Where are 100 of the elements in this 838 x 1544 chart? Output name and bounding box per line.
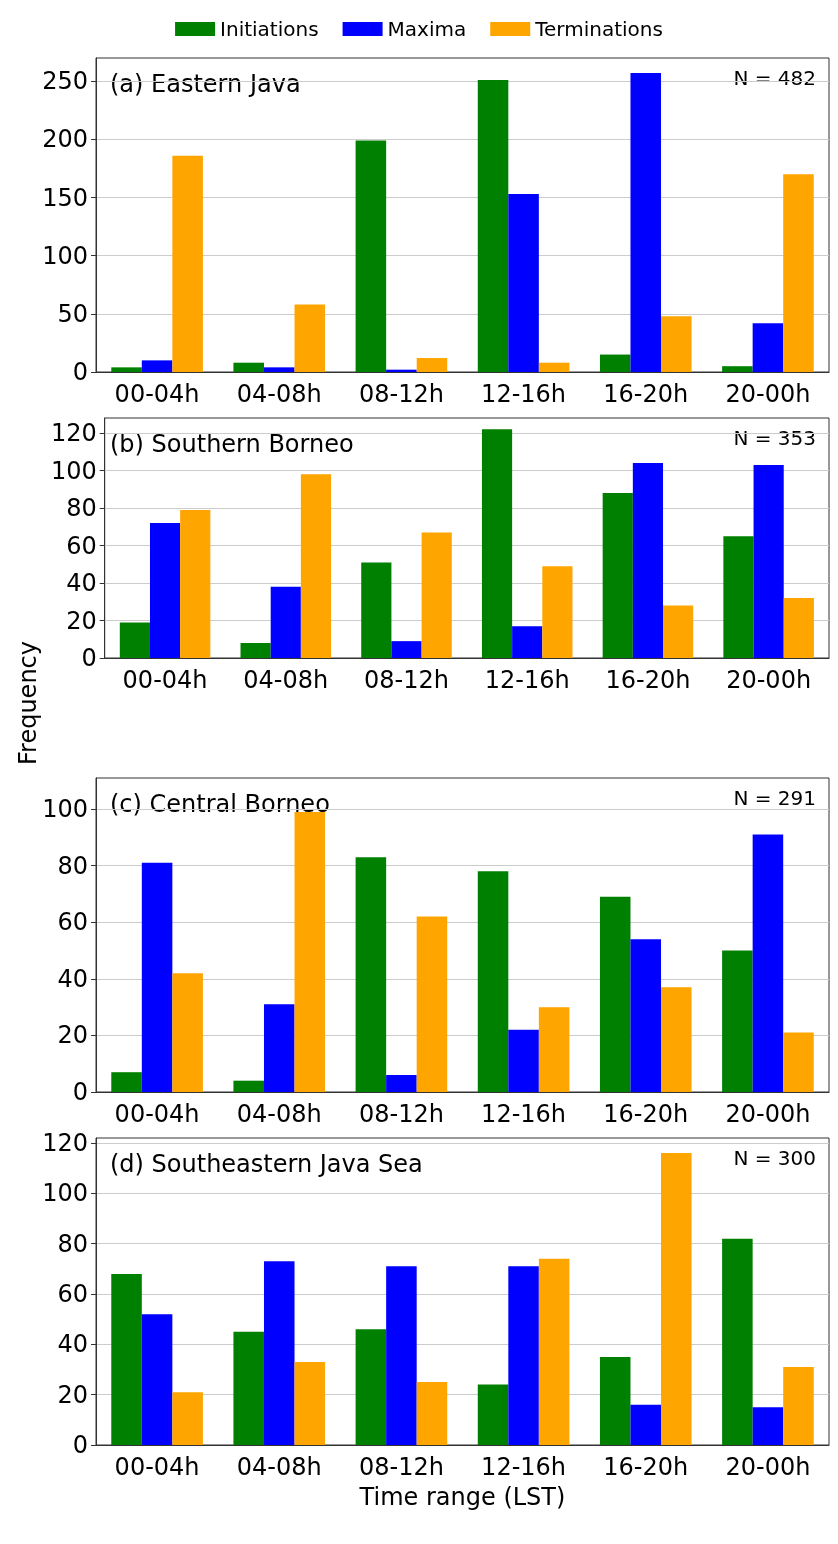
x-tick-label: 00-04h [114, 1453, 200, 1481]
bar [508, 194, 539, 372]
y-tick-label: 100 [50, 456, 97, 485]
bar [599, 354, 631, 372]
bar [477, 80, 509, 372]
bar [542, 566, 573, 659]
y-tick-label: 0 [72, 1078, 88, 1106]
y-tick-label: 150 [42, 183, 88, 212]
y-tick-label: 120 [50, 419, 97, 447]
y-tick-label: 0 [72, 358, 88, 386]
y-axis-title: Frequency [14, 641, 42, 765]
text: (b) Southern Borneo [110, 430, 354, 458]
bar [538, 1258, 570, 1445]
bar [416, 1382, 448, 1445]
legend-label: Initiations [220, 17, 319, 41]
bar [602, 493, 633, 659]
x-tick-label: 20-00h [725, 380, 811, 408]
bar [722, 950, 753, 1092]
y-tick-label: 120 [42, 1129, 88, 1158]
x-tick-label: 04-08h [236, 1100, 322, 1128]
x-tick-label: 04-08h [236, 1453, 322, 1481]
y-tick-label: 100 [42, 241, 88, 270]
bar [783, 1366, 814, 1445]
bar [119, 622, 150, 659]
y-tick-label: 0 [72, 1431, 88, 1459]
x-tick-label: 12-16h [481, 1453, 567, 1481]
x-tick-label: 20-00h [725, 1453, 811, 1481]
y-tick-label: 60 [57, 1280, 88, 1309]
x-tick-label: 16-20h [603, 380, 689, 408]
bar [783, 1032, 814, 1092]
bar [294, 304, 326, 372]
bar [416, 916, 448, 1092]
bar [180, 509, 211, 659]
bar [630, 1404, 662, 1445]
bar [722, 366, 753, 372]
bar [294, 1361, 326, 1445]
y-tick-label: 60 [57, 908, 88, 937]
bar [630, 939, 662, 1092]
bar [599, 1356, 631, 1445]
bar [263, 367, 295, 372]
bar [391, 641, 422, 659]
bar [416, 358, 448, 372]
x-tick-label: 00-04h [114, 1100, 200, 1128]
y-tick-label: 100 [42, 795, 88, 824]
bar [141, 1314, 173, 1445]
x-tick-label: 12-16h [481, 1100, 567, 1128]
bar [386, 1075, 417, 1092]
bar [723, 536, 754, 659]
bar [355, 1329, 387, 1445]
bar [663, 605, 694, 659]
bar [508, 1029, 539, 1092]
bar [233, 1331, 264, 1445]
text: (d) Southeastern Java Sea [110, 1150, 423, 1178]
bar [141, 862, 173, 1092]
x-tick-label: 08-12h [364, 666, 449, 695]
y-tick-label: 80 [57, 1229, 88, 1258]
legend-label: Maxima [387, 17, 467, 41]
bar [270, 586, 301, 659]
y-tick-label: 20 [57, 1380, 88, 1409]
x-tick-label: 08-12h [358, 1100, 444, 1128]
bar [508, 1266, 539, 1445]
x-tick-label: 04-08h [236, 380, 322, 408]
bar [355, 140, 387, 372]
x-tick-label: 20-00h [725, 1100, 811, 1128]
bar [722, 1238, 753, 1445]
x-tick-label: 16-20h [605, 666, 691, 695]
bar [172, 155, 203, 372]
bar [355, 857, 387, 1092]
bar [172, 1392, 203, 1445]
y-tick-label: 40 [57, 1330, 88, 1359]
y-tick-label: 50 [57, 299, 88, 328]
y-tick-label: 60 [66, 531, 97, 560]
bar [300, 474, 332, 659]
x-tick-label: 08-12h [358, 1453, 444, 1481]
bar [661, 316, 692, 372]
x-tick-label: 04-08h [243, 666, 329, 695]
y-tick-label: 40 [66, 569, 97, 598]
y-tick-label: 20 [57, 1021, 88, 1050]
bar [481, 429, 513, 659]
x-tick-label: 16-20h [603, 1453, 689, 1481]
bar [240, 643, 271, 659]
y-tick-label: 20 [66, 606, 97, 635]
y-tick-label: 100 [42, 1179, 88, 1208]
y-tick-label: 80 [57, 851, 88, 880]
y-tick-label: 250 [42, 67, 88, 96]
bar [111, 367, 142, 372]
x-axis-title: Time range (LST) [358, 1483, 566, 1511]
bar [599, 896, 631, 1092]
x-tick-label: 00-04h [122, 666, 208, 695]
y-tick-label: 200 [42, 125, 88, 154]
bar [149, 523, 181, 659]
annotation: N = 291 [733, 786, 816, 810]
bar [477, 1384, 509, 1445]
bar [172, 973, 203, 1092]
bar [361, 562, 392, 659]
bar [752, 1407, 784, 1445]
bar [753, 464, 784, 659]
bar [538, 1007, 570, 1092]
bar [233, 362, 264, 372]
bar [512, 626, 543, 659]
